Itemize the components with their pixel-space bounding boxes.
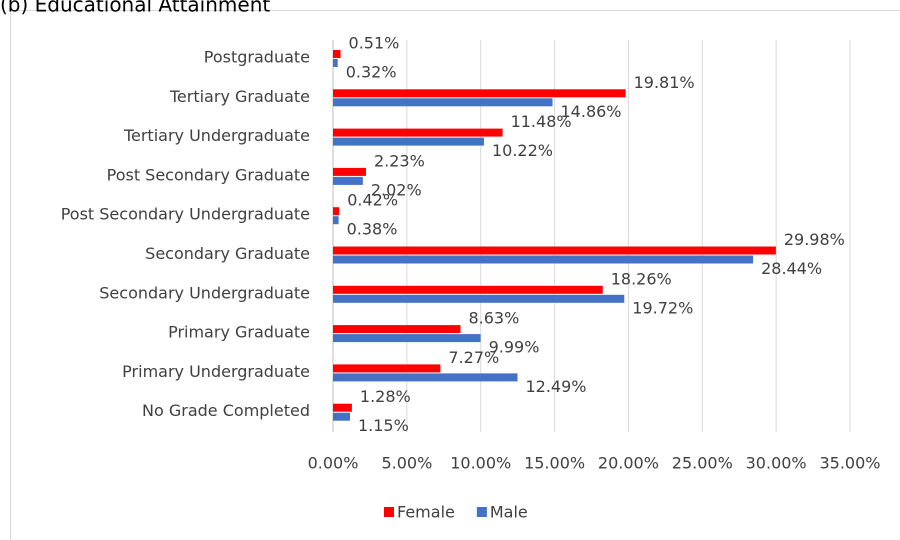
legend-label: Male: [490, 503, 528, 522]
bar: [333, 403, 352, 412]
y-tick-label: Tertiary Graduate: [169, 87, 310, 106]
bar: [333, 167, 366, 176]
y-tick-label: Post Secondary Graduate: [107, 165, 310, 184]
y-tick-label: No Grade Completed: [142, 401, 310, 420]
y-tick-label: Primary Graduate: [168, 323, 310, 342]
x-tick-label: 15.00%: [524, 454, 585, 473]
bar: [333, 373, 518, 382]
bar: [333, 89, 626, 98]
x-tick-label: 10.00%: [450, 454, 511, 473]
bar: [333, 137, 484, 146]
bar: [333, 59, 338, 67]
x-tick-label: 35.00%: [819, 454, 880, 473]
bar: [333, 50, 341, 58]
bar: [333, 216, 339, 225]
data-label: 1.15%: [358, 416, 409, 435]
chart-border: [10, 10, 900, 540]
bar: [333, 176, 363, 185]
data-label: 0.42%: [347, 191, 398, 210]
legend-swatch: [476, 507, 487, 517]
data-label: 10.22%: [492, 141, 553, 160]
y-tick-label: Secondary Undergraduate: [99, 283, 310, 302]
x-tick-label: 20.00%: [598, 454, 659, 473]
data-label: 19.72%: [632, 298, 693, 317]
data-label: 28.44%: [761, 259, 822, 278]
data-label: 19.81%: [634, 73, 695, 92]
y-tick-label: Tertiary Undergraduate: [123, 126, 310, 145]
bar: [333, 128, 503, 137]
bar: [333, 364, 441, 373]
y-tick-label: Post Secondary Undergraduate: [61, 205, 310, 224]
y-tick-label: Primary Undergraduate: [122, 362, 310, 381]
x-tick-label: 0.00%: [308, 454, 359, 473]
legend-label: Female: [397, 503, 455, 522]
data-label: 0.51%: [349, 34, 400, 53]
data-label: 1.28%: [360, 387, 411, 406]
bar: [333, 285, 603, 294]
x-tick-label: 25.00%: [672, 454, 733, 473]
data-label: 18.26%: [611, 269, 672, 288]
bar: [333, 325, 461, 334]
data-label: 0.32%: [346, 63, 397, 82]
x-tick-label: 30.00%: [746, 454, 807, 473]
data-label: 14.86%: [561, 102, 622, 121]
legend-swatch: [384, 507, 394, 517]
chart-title: (b) Educational Attainment: [0, 0, 270, 17]
data-label: 2.23%: [374, 151, 425, 170]
y-tick-label: Secondary Graduate: [145, 244, 310, 263]
x-tick-label: 5.00%: [381, 454, 432, 473]
bar: [333, 294, 625, 303]
bar: [333, 334, 481, 343]
data-label: 2.02%: [371, 180, 422, 199]
bar: [333, 255, 754, 264]
y-tick-label: Postgraduate: [204, 48, 310, 67]
bar: [333, 412, 350, 421]
data-label: 11.48%: [511, 112, 572, 131]
data-label: 12.49%: [525, 377, 586, 396]
data-label: 8.63%: [468, 309, 519, 328]
data-label: 0.38%: [347, 220, 398, 239]
data-label: 9.99%: [489, 338, 540, 357]
data-label: 7.27%: [448, 348, 499, 367]
bar: [333, 98, 553, 107]
data-label: 29.98%: [784, 230, 845, 249]
bar: [333, 246, 776, 255]
bar: [333, 207, 340, 216]
